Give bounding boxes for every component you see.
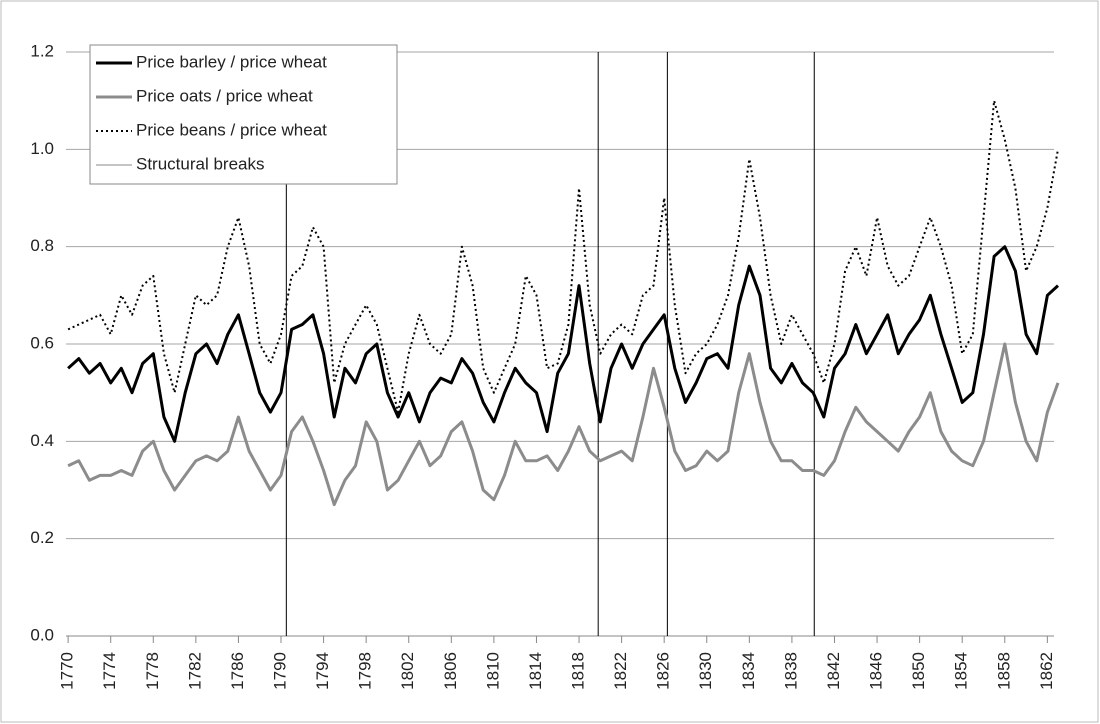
x-tick-label: 1798 — [356, 652, 375, 690]
legend-box — [89, 44, 398, 185]
x-tick-label: 1850 — [909, 652, 928, 690]
series-line — [67, 99, 1059, 414]
x-tick-label: 1794 — [313, 652, 332, 690]
x-tick-label: 1830 — [696, 652, 715, 690]
x-tick-label: 1862 — [1037, 652, 1056, 690]
x-tick-label: 1810 — [483, 652, 502, 690]
x-tick-label: 1846 — [867, 652, 886, 690]
x-tick-label: 1858 — [994, 652, 1013, 690]
y-tick-label: 0.6 — [30, 333, 54, 352]
x-tick-label: 1782 — [185, 652, 204, 690]
x-tick-label: 1826 — [654, 652, 673, 690]
x-tick-label: 1790 — [270, 652, 289, 690]
legend-label: Price oats / price wheat — [136, 86, 313, 105]
x-tick-label: 1854 — [952, 652, 971, 690]
x-tick-label: 1838 — [781, 652, 800, 690]
x-tick-label: 1814 — [526, 652, 545, 690]
legend-label: Structural breaks — [136, 154, 265, 173]
y-tick-label: 1.0 — [30, 139, 54, 158]
x-tick-label: 1842 — [824, 652, 843, 690]
x-tick-label: 1802 — [398, 652, 417, 690]
y-tick-label: 0.4 — [30, 431, 54, 450]
x-tick-label: 1774 — [100, 652, 119, 690]
x-tick-label: 1770 — [58, 652, 77, 690]
legend-label: Price barley / price wheat — [136, 52, 327, 71]
y-tick-label: 0.2 — [30, 528, 54, 547]
x-tick-label: 1834 — [739, 652, 758, 690]
legend: Price barley / price wheat Price oats / p… — [89, 44, 398, 185]
y-tick-label: 0.0 — [30, 625, 54, 644]
y-tick-label: 0.8 — [30, 236, 54, 255]
x-tick-label: 1778 — [143, 652, 162, 690]
x-tick-label: 1786 — [228, 652, 247, 690]
x-tick-label: 1806 — [441, 652, 460, 690]
series-line — [67, 342, 1060, 507]
x-tick-label: 1822 — [611, 652, 630, 690]
y-tick-label: 1.2 — [30, 41, 54, 60]
series-line — [67, 245, 1060, 443]
x-tick-label: 1818 — [569, 652, 588, 690]
legend-label: Price beans / price wheat — [136, 120, 327, 139]
